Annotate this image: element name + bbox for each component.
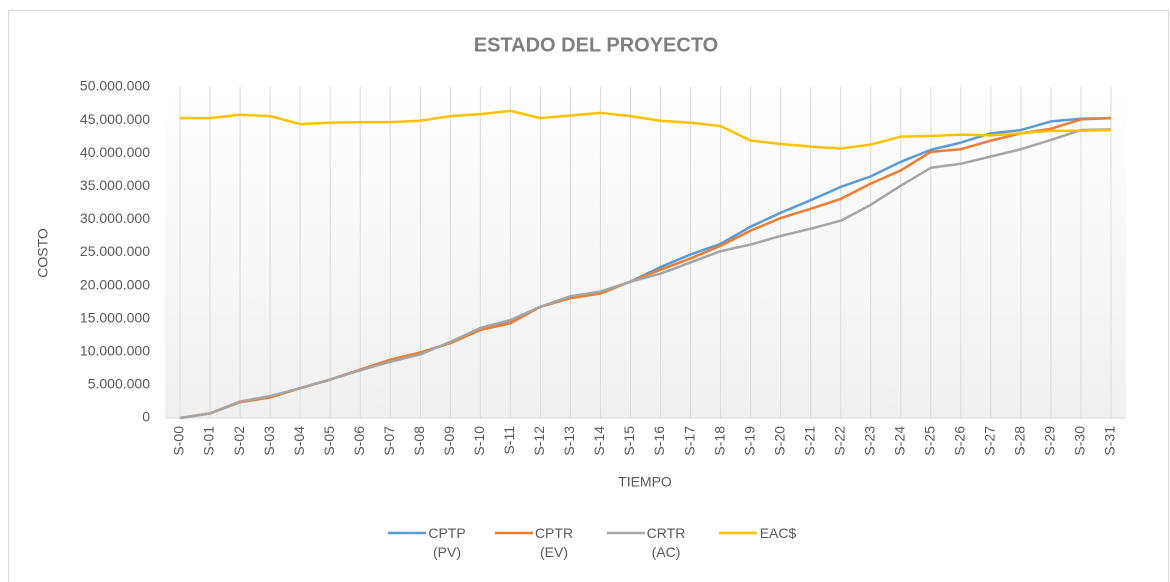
series-line [179,128,1112,420]
legend-label: CPTR (EV) [534,525,574,560]
x-tick-label: S-13 [561,426,577,456]
legend-label: CRTR (AC) [646,525,686,560]
y-tick-label: 15.000.000 [80,309,150,325]
x-axis-label: TIEMPO [618,474,672,490]
x-tick-label: S-14 [591,426,607,456]
y-tick-label: 25.000.000 [80,243,150,259]
y-tick-label: 45.000.000 [80,111,150,127]
x-tick-label: S-05 [321,426,337,456]
chart-title: ESTADO DEL PROYECTO [474,34,718,56]
x-tick-label: S-11 [501,426,517,455]
x-tick-label: S-04 [291,426,307,456]
x-tick-label: S-24 [891,426,907,456]
y-tick-label: 0 [142,409,150,425]
y-tick-label: 10.000.000 [80,343,150,359]
legend-label: EAC$ [759,525,797,541]
x-tick-label: S-22 [831,426,847,456]
x-tick-label: S-18 [711,426,727,456]
x-tick-label: S-10 [471,426,487,456]
x-tick-label: S-15 [621,426,637,456]
y-tick-label: 40.000.000 [80,144,150,160]
y-tick-label: 30.000.000 [80,210,150,226]
series-line [180,109,1112,150]
x-tick-label: S-23 [861,426,877,456]
y-tick-label: 20.000.000 [80,276,150,292]
x-tick-label: S-09 [441,426,457,456]
x-tick-label: S-26 [952,426,968,456]
x-tick-label: S-27 [982,426,998,456]
x-tick-label: S-16 [651,426,667,456]
x-tick-label: S-06 [351,426,367,456]
y-axis-label: COSTO [35,228,51,278]
y-tick-label: 5.000.000 [88,376,150,392]
x-tick-label: S-17 [681,426,697,456]
x-tick-label: S-08 [411,426,427,456]
y-tick-label: 35.000.000 [80,177,150,193]
x-tick-label: S-30 [1072,426,1088,456]
x-tick-label: S-03 [261,426,277,456]
x-tick-label: S-01 [201,426,217,456]
x-tick-label: S-07 [381,426,397,456]
x-tick-label: S-28 [1012,426,1028,456]
x-tick-label: S-19 [741,426,757,456]
x-tick-label: S-12 [531,426,547,456]
x-tick-label: S-25 [922,426,938,456]
x-tick-label: S-31 [1102,426,1118,456]
x-tick-label: S-02 [231,426,247,456]
x-tick-label: S-20 [771,426,787,456]
y-tick-label: 50.000.000 [80,78,150,94]
x-tick-label: S-00 [171,426,187,456]
x-tick-label: S-21 [801,426,817,456]
legend-label: CPTP (PV) [428,525,466,560]
x-tick-label: S-29 [1042,426,1058,456]
